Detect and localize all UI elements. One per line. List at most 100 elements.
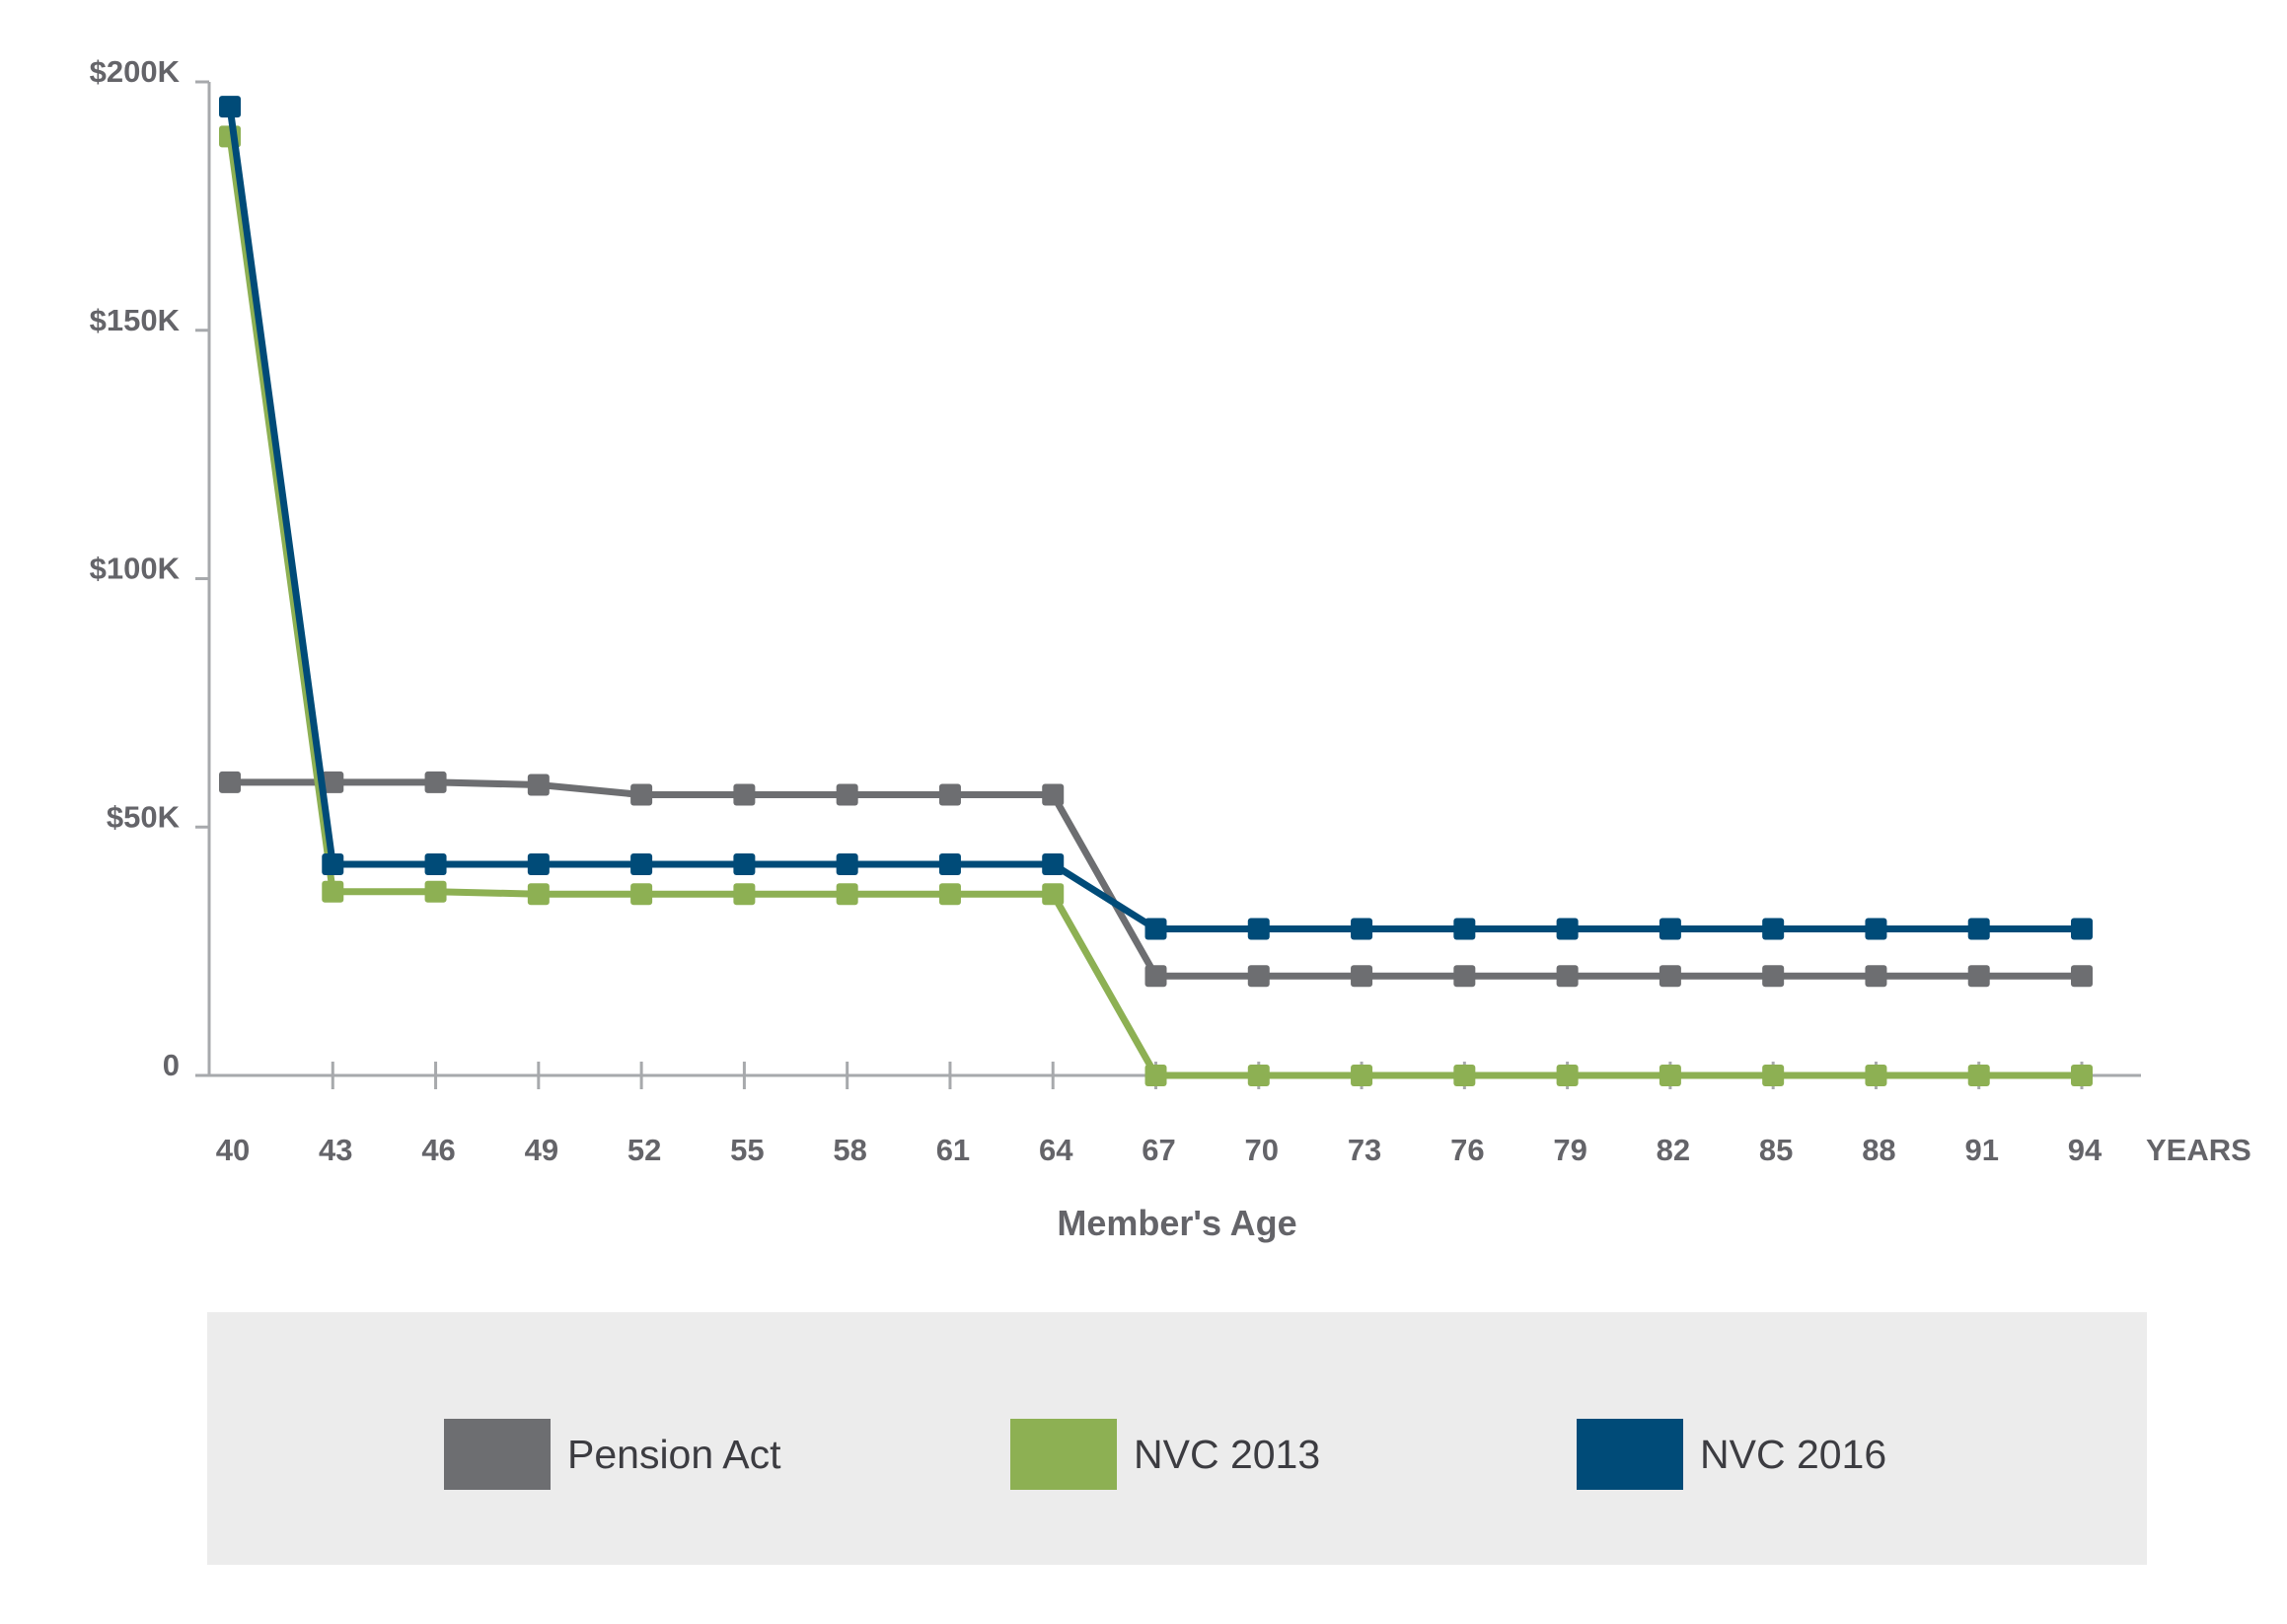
data-point-marker	[1247, 918, 1270, 940]
data-point-marker	[1967, 965, 1990, 988]
data-point-marker	[938, 883, 961, 906]
legend-item: Pension Act	[444, 1419, 781, 1490]
data-point-marker	[733, 853, 756, 876]
legend-label: NVC 2013	[1134, 1432, 1320, 1477]
data-point-marker	[527, 883, 550, 906]
x-tick-label: 58	[833, 1133, 866, 1167]
legend-swatch	[1010, 1419, 1117, 1490]
x-tick-label: 88	[1862, 1133, 1895, 1167]
data-point-marker	[1659, 918, 1681, 940]
x-tick-label: 82	[1657, 1133, 1690, 1167]
x-tick-label: 52	[627, 1133, 661, 1167]
data-point-marker	[527, 853, 550, 876]
data-point-marker	[1042, 883, 1065, 906]
data-point-marker	[322, 853, 344, 876]
data-point-marker	[1865, 918, 1887, 940]
data-point-marker	[1144, 1065, 1167, 1086]
x-axis-unit-label: YEARS	[2146, 1133, 2251, 1167]
data-point-marker	[1967, 918, 1990, 940]
data-point-marker	[1762, 965, 1785, 988]
data-point-marker	[1556, 965, 1579, 988]
data-point-marker	[424, 853, 447, 876]
data-point-marker	[527, 774, 550, 796]
data-point-marker	[836, 853, 858, 876]
x-tick-label: 67	[1142, 1133, 1175, 1167]
data-point-marker	[2071, 918, 2093, 940]
x-tick-label: 79	[1553, 1133, 1586, 1167]
y-tick-label: $50K	[107, 799, 181, 834]
data-point-marker	[2071, 1065, 2093, 1086]
data-point-marker	[1351, 965, 1373, 988]
data-point-marker	[1762, 918, 1785, 940]
data-point-marker	[1247, 965, 1270, 988]
legend: Pension Act NVC 2013 NVC 2016	[207, 1312, 2147, 1565]
data-point-marker	[424, 880, 447, 903]
y-axis-ticks: 0 $50K $100K $150K $200K	[90, 54, 209, 1082]
data-point-marker	[1351, 918, 1373, 940]
legend-label: NVC 2016	[1700, 1432, 1886, 1477]
x-tick-label: 43	[319, 1133, 352, 1167]
data-point-marker	[1556, 1065, 1579, 1086]
data-point-marker	[2071, 965, 2093, 988]
y-tick-label: 0	[163, 1048, 180, 1082]
data-point-marker	[322, 880, 344, 903]
x-tick-label: 85	[1759, 1133, 1793, 1167]
series-nvc-2016	[219, 96, 2093, 940]
data-point-marker	[1967, 1065, 1990, 1086]
y-tick-label: $200K	[90, 54, 181, 89]
x-tick-label: 76	[1450, 1133, 1484, 1167]
x-tick-label: 70	[1245, 1133, 1279, 1167]
data-point-marker	[1865, 965, 1887, 988]
data-point-marker	[1351, 1065, 1373, 1086]
data-point-marker	[1762, 1065, 1785, 1086]
legend-item: NVC 2013	[1010, 1419, 1320, 1490]
legend-items: Pension Act NVC 2013 NVC 2016	[444, 1419, 1886, 1490]
data-point-marker	[1042, 783, 1065, 806]
x-tick-label: 94	[2068, 1133, 2103, 1167]
data-point-marker	[836, 783, 858, 806]
series-layer	[219, 96, 2093, 1086]
data-point-marker	[1247, 1065, 1270, 1086]
x-axis-title: Member's Age	[1057, 1203, 1296, 1243]
y-tick-label: $150K	[90, 303, 181, 337]
data-point-marker	[322, 771, 344, 793]
data-point-marker	[1042, 853, 1065, 876]
data-point-marker	[733, 783, 756, 806]
data-point-marker	[424, 771, 447, 793]
data-point-marker	[1453, 1065, 1476, 1086]
data-point-marker	[630, 883, 653, 906]
x-tick-label: 40	[216, 1133, 250, 1167]
data-point-marker	[630, 783, 653, 806]
x-tick-label: 64	[1039, 1133, 1073, 1167]
data-point-marker	[1453, 918, 1476, 940]
data-point-marker	[1556, 918, 1579, 940]
x-tick-label: 46	[421, 1133, 455, 1167]
data-point-marker	[733, 883, 756, 906]
x-tick-label: 73	[1348, 1133, 1381, 1167]
data-point-marker	[836, 883, 858, 906]
data-point-marker	[1453, 965, 1476, 988]
data-point-marker	[1144, 918, 1167, 940]
data-point-marker	[219, 96, 241, 118]
legend-swatch	[444, 1419, 551, 1490]
data-point-marker	[630, 853, 653, 876]
series-pension-act	[219, 771, 2093, 988]
series-nvc-2013	[219, 125, 2093, 1086]
legend-label: Pension Act	[567, 1432, 781, 1477]
data-point-marker	[938, 783, 961, 806]
x-tick-label: 55	[730, 1133, 764, 1167]
x-tick-label: 61	[936, 1133, 970, 1167]
legend-item: NVC 2016	[1577, 1419, 1886, 1490]
data-point-marker	[1865, 1065, 1887, 1086]
x-tick-label: 91	[1964, 1133, 1998, 1167]
data-point-marker	[219, 771, 241, 793]
series-line	[230, 778, 2082, 980]
data-point-marker	[1659, 965, 1681, 988]
data-point-marker	[1659, 1065, 1681, 1086]
data-point-marker	[1144, 965, 1167, 988]
x-tick-label: 49	[525, 1133, 558, 1167]
data-point-marker	[938, 853, 961, 876]
y-tick-label: $100K	[90, 552, 181, 586]
